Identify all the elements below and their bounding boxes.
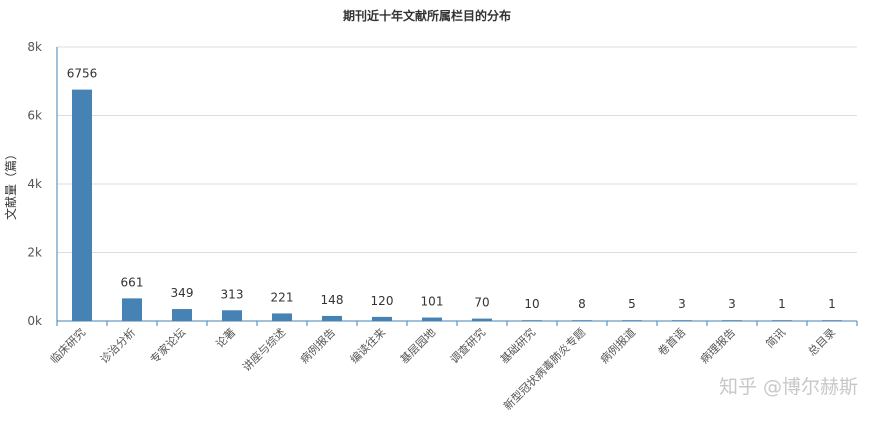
bar (472, 318, 492, 321)
data-label: 1 (778, 297, 786, 311)
x-tick-label: 临床研究 (47, 325, 88, 366)
y-tick-label: 0k (27, 314, 42, 328)
bar (422, 317, 442, 321)
y-axis-label: 文献量（篇） (3, 148, 18, 220)
bar (272, 313, 292, 321)
x-tick-label: 专家论坛 (147, 325, 188, 366)
bar (372, 316, 392, 321)
data-label: 101 (421, 295, 444, 309)
x-tick-label: 编读往来 (347, 325, 388, 366)
bar (122, 298, 142, 321)
data-label: 70 (474, 296, 489, 310)
bar (322, 315, 342, 321)
x-tick-label: 诊治分析 (97, 325, 138, 366)
data-label: 10 (524, 297, 539, 311)
bar (172, 309, 192, 321)
data-label: 349 (171, 286, 194, 300)
data-label: 1 (828, 297, 836, 311)
x-tick-label: 病例报告 (297, 325, 338, 366)
y-tick-label: 6k (27, 109, 42, 123)
x-tick-label: 论著 (213, 325, 238, 350)
y-tick-label: 4k (27, 177, 42, 191)
chart-title: 期刊近十年文献所属栏目的分布 (343, 8, 511, 23)
x-tick-label: 病理报告 (697, 325, 738, 366)
data-label: 6756 (67, 67, 98, 81)
bar (72, 89, 92, 322)
data-label: 313 (221, 287, 244, 301)
data-label: 148 (321, 293, 344, 307)
data-label: 120 (371, 294, 394, 308)
data-label: 3 (728, 297, 736, 311)
x-tick-label: 基层园地 (398, 326, 438, 366)
grid-lines (57, 46, 857, 253)
x-tick-label: 新型冠状病毒肺炎专题 (500, 325, 588, 413)
x-tick-label: 讲座与综述 (239, 325, 288, 374)
data-label: 221 (271, 290, 294, 304)
data-label: 5 (628, 297, 636, 311)
x-tick-label: 调查研究 (447, 325, 488, 366)
y-tick-label: 8k (27, 40, 42, 54)
x-tick-label: 基础研究 (497, 325, 538, 366)
bar (222, 310, 242, 321)
x-tick-label: 卷首语 (655, 325, 688, 358)
y-tick-label: 2k (27, 246, 42, 260)
x-tick-label: 病例报道 (597, 325, 638, 366)
data-labels: 6756 661 349 313 221 148 120 101 70 10 8 5 3 3 1 1 (67, 67, 836, 312)
watermark: 知乎 @博尔赫斯 (719, 376, 858, 398)
data-label: 8 (578, 297, 586, 311)
x-tick-label: 总目录 (805, 325, 838, 358)
data-label: 3 (678, 297, 686, 311)
data-label: 661 (121, 275, 144, 289)
x-tick-label: 简讯 (763, 325, 788, 350)
axes: 0k 2k 4k 6k 8k 临床研究 诊治分析 专家论坛 论著 讲座与综述 病例报告 编读往来 基层园… (27, 40, 858, 413)
